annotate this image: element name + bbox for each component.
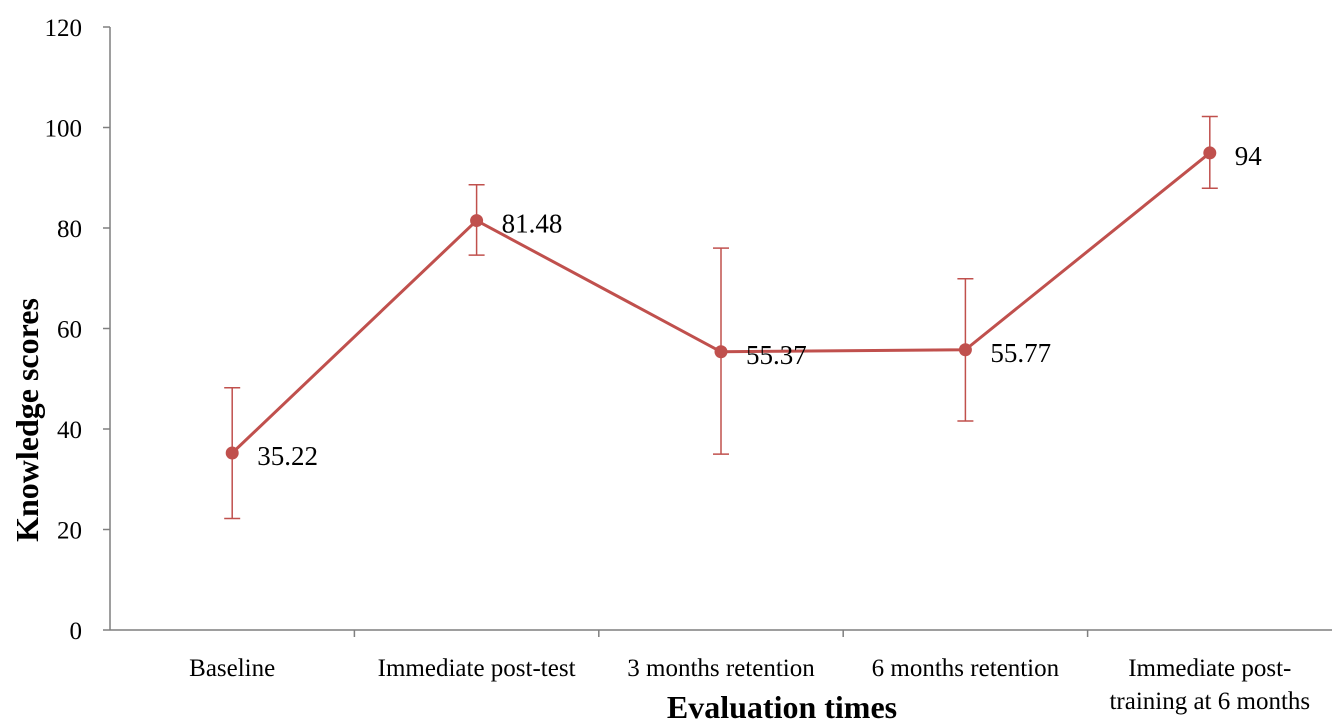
- data-label: 55.77: [990, 338, 1051, 368]
- category-label: Baseline: [189, 655, 275, 682]
- data-point: [1203, 146, 1217, 160]
- y-tick-label: 120: [45, 15, 83, 42]
- data-point: [470, 214, 484, 228]
- y-tick-label: 20: [57, 518, 82, 545]
- data-point: [714, 345, 728, 359]
- category-label: Immediate post-test: [378, 655, 576, 682]
- y-axis-ticks: 0 20 40 60 80 100 120: [45, 15, 110, 645]
- data-label: 55.37: [746, 340, 807, 370]
- y-tick-label: 100: [45, 116, 83, 143]
- data-label: 94: [1235, 141, 1263, 171]
- x-axis-title: Evaluation times: [667, 689, 897, 723]
- data-label: 81.48: [502, 209, 563, 239]
- category-label: Immediate post-training at 6 months: [1109, 655, 1310, 715]
- y-tick-label: 0: [70, 618, 83, 645]
- data-labels: 35.22 81.48 55.37 55.77 94: [257, 141, 1262, 471]
- y-axis-title: Knowledge scores: [9, 298, 45, 542]
- x-axis-ticks: [353, 630, 1089, 637]
- category-labels: Baseline Immediate post-test 3 months rete…: [189, 655, 1310, 715]
- category-label: 6 months retention: [872, 655, 1060, 682]
- axes: 0 20 40 60 80 100 120: [45, 15, 1332, 645]
- y-tick-label: 60: [57, 317, 82, 344]
- y-tick-label: 80: [57, 216, 82, 243]
- data-point: [958, 343, 972, 357]
- data-label: 35.22: [257, 441, 318, 471]
- data-markers: [225, 146, 1217, 460]
- data-point: [225, 446, 239, 460]
- plot-area: 35.22 81.48 55.37 55.77 94: [224, 115, 1262, 520]
- y-tick-label: 40: [57, 417, 82, 444]
- category-label: 3 months retention: [627, 655, 815, 682]
